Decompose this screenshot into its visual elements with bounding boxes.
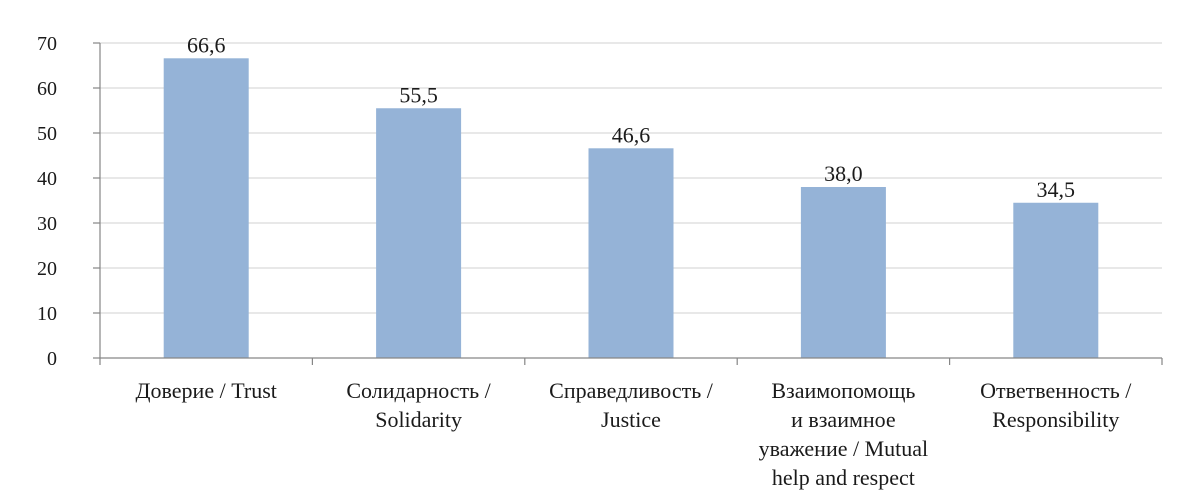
bar (376, 108, 462, 358)
data-label: 46,6 (612, 122, 651, 147)
category-label-line: Responsibility (992, 407, 1119, 432)
y-tick-label: 0 (47, 348, 57, 370)
category-label-line: Взаимопомощь (771, 378, 915, 403)
category-label-line: Доверие / Trust (136, 378, 277, 403)
category-label: Солидарность / Solidarity (346, 378, 491, 432)
category-label-line: и взаимное (791, 407, 896, 432)
category-label-line: Solidarity (375, 407, 462, 432)
x-axis: Доверие / Trust Солидарность / SolidarityС… (99, 357, 1163, 490)
bar (588, 148, 674, 358)
bar (800, 187, 886, 358)
y-tick-label: 20 (37, 258, 57, 280)
y-tick-label: 40 (37, 168, 57, 190)
y-tick-label: 10 (37, 303, 57, 325)
category-label-line: Солидарность / (346, 378, 491, 403)
category-label: Ответвенность / Responsibility (980, 378, 1132, 432)
y-tick-label: 60 (37, 78, 57, 100)
data-label: 34,5 (1037, 177, 1076, 202)
category-label: Доверие / Trust (136, 378, 277, 403)
y-tick-label: 50 (37, 123, 57, 145)
category-label-line: help and respect (772, 465, 915, 490)
y-tick-label: 30 (37, 213, 57, 235)
category-label: Взаимопомощь и взаимное уважение / Mutual h… (759, 378, 929, 490)
category-label-line: уважение / Mutual (759, 436, 929, 461)
category-label-line: Ответвенность / (980, 378, 1132, 403)
data-label: 55,5 (399, 82, 438, 107)
category-label-line: Справедливость / (549, 378, 714, 403)
category-label-line: Justice (601, 407, 661, 432)
bar (1013, 202, 1099, 358)
data-label: 66,6 (187, 32, 226, 57)
data-label: 38,0 (824, 161, 863, 186)
bar (163, 58, 249, 359)
y-tick-label: 70 (37, 33, 57, 55)
y-axis: 0 10 20 30 40 50 60 70 (37, 33, 101, 370)
bars: 66,6 55,5 46,6 38,0 34,5 (163, 32, 1099, 359)
category-label: Справедливость / Justice (549, 378, 714, 432)
